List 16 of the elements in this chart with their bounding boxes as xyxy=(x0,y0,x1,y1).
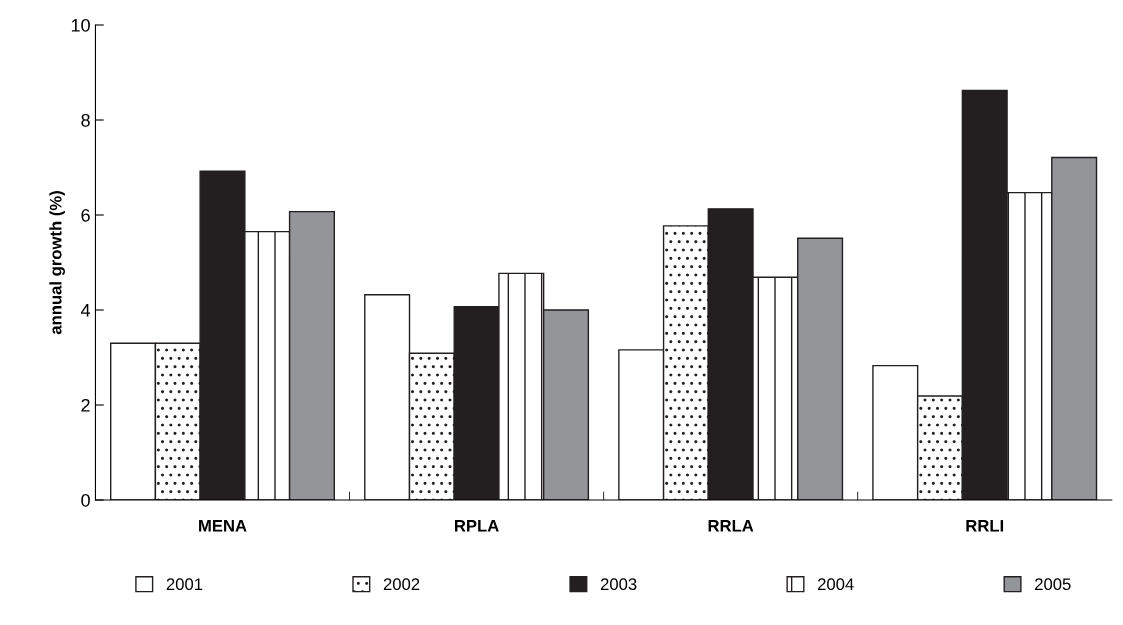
legend-label: 2004 xyxy=(817,578,854,591)
y-tick-label: 8 xyxy=(81,113,90,127)
legend-label: 2001 xyxy=(166,578,203,591)
y-axis-title: annual growth (%) xyxy=(49,191,65,335)
legend-label: 2003 xyxy=(600,578,637,591)
y-tick-label: 4 xyxy=(80,304,91,317)
x-tick-label: RRLI xyxy=(966,520,1004,532)
legend-label: 2002 xyxy=(383,578,420,591)
y-tick-label: 10 xyxy=(71,18,90,32)
legend-label: 2005 xyxy=(1035,578,1071,591)
y-tick-label: 0 xyxy=(81,493,90,507)
x-tick-label: RRLA xyxy=(708,520,754,532)
y-tick-label: 2 xyxy=(81,398,90,412)
x-tick-label: RPLA xyxy=(455,520,499,532)
y-tick-label: 6 xyxy=(81,208,90,222)
x-tick-label: MENA xyxy=(199,520,247,532)
